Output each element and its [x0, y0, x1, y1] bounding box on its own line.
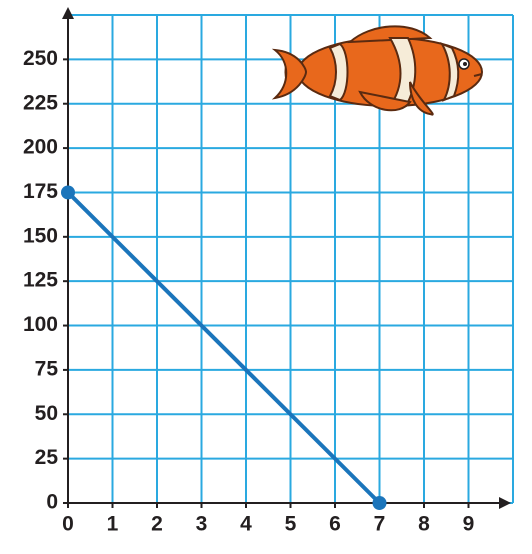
x-tick-label: 0 [62, 513, 74, 536]
x-tick-label: 5 [285, 513, 297, 536]
y-tick-label: 75 [35, 357, 59, 380]
x-tick-label: 8 [418, 513, 430, 536]
data-point [372, 496, 387, 510]
x-axis-arrow [499, 497, 511, 509]
x-tick-label: 4 [240, 513, 252, 536]
y-tick-label: 250 [23, 47, 58, 70]
plot-area [61, 185, 387, 510]
y-tick-label: 25 [35, 446, 59, 469]
y-tick-label: 125 [23, 269, 58, 292]
x-tick-label: 2 [151, 513, 163, 536]
y-tick-label: 50 [35, 402, 58, 425]
x-tick-label: 7 [374, 513, 386, 536]
x-tick-label: 3 [196, 513, 208, 536]
y-tick-label: 150 [23, 224, 58, 247]
y-tick-label: 0 [46, 491, 58, 514]
y-tick-label: 175 [23, 180, 58, 203]
data-point [61, 185, 75, 200]
y-tick-label: 225 [23, 91, 58, 114]
x-tick-label: 9 [463, 513, 475, 536]
x-tick-label: 1 [107, 513, 119, 536]
data-line [66, 191, 381, 505]
y-tick-label: 100 [23, 313, 58, 336]
x-tick-label: 6 [329, 513, 341, 536]
y-tick-label: 200 [23, 136, 58, 159]
clownfish-illustration [271, 25, 483, 116]
y-axis-arrow [62, 7, 74, 19]
